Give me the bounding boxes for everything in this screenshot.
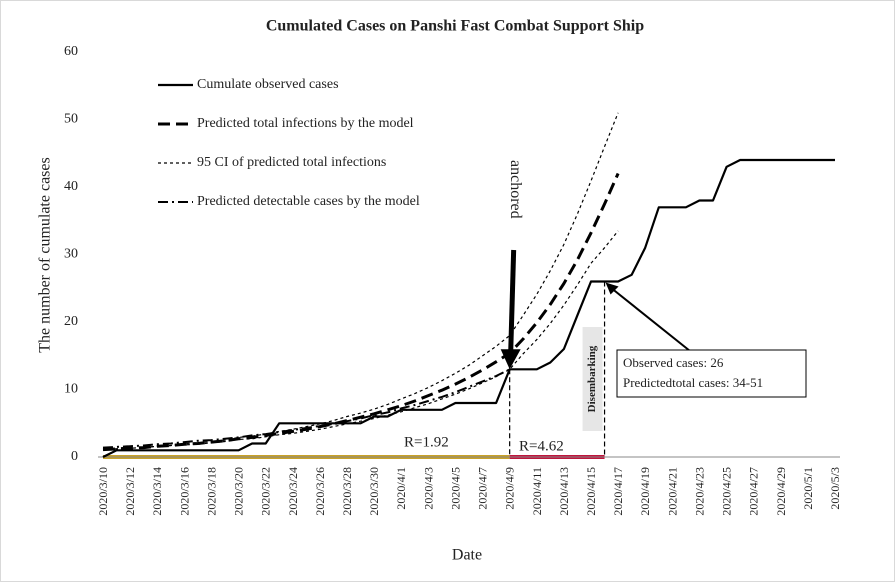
x-tick-label: 2020/4/3: [421, 467, 435, 510]
callout-arrowhead: [605, 282, 619, 295]
legend-label: Predicted detectable cases by the model: [197, 194, 420, 209]
y-tick-label: 10: [64, 382, 78, 397]
annotation: anchored: [507, 160, 524, 219]
callout-line: [609, 286, 691, 352]
y-tick-label: 40: [64, 179, 78, 194]
x-tick-label: 2020/4/7: [476, 467, 490, 510]
x-tick-label: 2020/4/5: [448, 467, 462, 510]
x-tick-label: 2020/3/26: [313, 467, 327, 516]
series-line: [102, 158, 835, 458]
x-tick-label: 2020/5/1: [801, 467, 815, 510]
y-tick-label: 20: [64, 314, 78, 329]
series-line: [102, 112, 619, 451]
x-tick-label: 2020/4/19: [638, 467, 652, 516]
x-tick-label: 2020/3/20: [232, 467, 246, 516]
x-tick-label: 2020/4/23: [692, 467, 706, 516]
x-tick-label: 2020/3/30: [367, 467, 381, 516]
x-tick-label: 2020/3/18: [204, 467, 218, 516]
x-tick-label: 2020/3/14: [150, 467, 164, 516]
x-tick-label: 2020/3/22: [259, 467, 273, 516]
x-tick-label: 2020/3/28: [340, 467, 354, 516]
x-tick-label: 2020/4/25: [720, 467, 734, 516]
x-tick-label: 2020/4/17: [611, 467, 625, 516]
annotation: Observed cases: 26: [623, 355, 724, 370]
x-tick-label: 2020/4/27: [747, 467, 761, 516]
y-tick-label: 50: [64, 112, 78, 127]
legend-label: Cumulate observed cases: [197, 77, 339, 92]
x-tick-label: 2020/4/13: [557, 467, 571, 516]
annotation-box: [582, 327, 603, 431]
legend-label: 95 CI of predicted total infections: [197, 155, 386, 170]
series-line: [102, 230, 619, 451]
y-tick-label: 30: [64, 247, 78, 262]
x-tick-label: 2020/4/11: [530, 467, 544, 515]
annotation-arrowhead: [500, 349, 521, 370]
x-tick-label: 2020/3/24: [286, 467, 300, 516]
annotation: Disembarking: [586, 345, 598, 412]
x-axis-label: Date: [452, 547, 482, 564]
series-line: [102, 368, 511, 449]
x-tick-label: 2020/4/21: [665, 467, 679, 516]
x-tick-label: 2020/4/1: [394, 467, 408, 510]
callout-box: [616, 349, 807, 398]
x-tick-label: 2020/3/16: [177, 467, 191, 516]
annotation: Predictedtotal cases: 34-51: [623, 375, 763, 390]
y-axis-label: The number of cumulate cases: [37, 157, 54, 352]
x-tick-label: 2020/4/29: [774, 467, 788, 516]
x-tick-label: 2020/5/3: [828, 467, 842, 510]
y-tick-label: 0: [71, 449, 78, 464]
x-tick-label: 2020/4/9: [503, 467, 517, 510]
series-line: [102, 172, 620, 452]
annotation: R=4.62: [519, 438, 564, 454]
annotation-arrow: [508, 249, 517, 354]
x-tick-label: 2020/3/10: [96, 467, 110, 516]
y-tick-label: 60: [64, 44, 78, 59]
chart-title: Cumulated Cases on Panshi Fast Combat Su…: [266, 18, 644, 35]
x-tick-label: 2020/3/12: [123, 467, 137, 516]
legend-label: Predicted total infections by the model: [197, 116, 414, 131]
annotation: R=1.92: [404, 434, 449, 450]
x-tick-label: 2020/4/15: [584, 467, 598, 516]
